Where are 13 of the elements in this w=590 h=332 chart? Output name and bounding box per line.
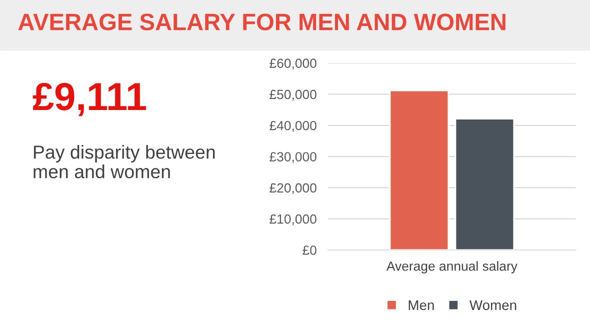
text: £9,111 [32, 82, 146, 116]
chart-title: AVERAGE SALARY FOR MEN AND WOMEN [18, 14, 506, 30]
x-tick-label: Average annual salary [386, 261, 518, 274]
y-tick-label: £30,000 [270, 152, 316, 164]
text: Pay disparity between men and women [34, 145, 215, 178]
y-tick-label: £10,000 [270, 214, 316, 226]
y-tick-label: £50,000 [270, 90, 316, 101]
legend-label: Men [408, 300, 434, 310]
y-tick-label: £20,000 [270, 183, 316, 194]
y-tick-label: £0 [302, 246, 316, 255]
y-tick-label: £60,000 [270, 58, 316, 70]
legend-label: Women [469, 300, 516, 310]
y-tick-label: £40,000 [270, 120, 316, 132]
